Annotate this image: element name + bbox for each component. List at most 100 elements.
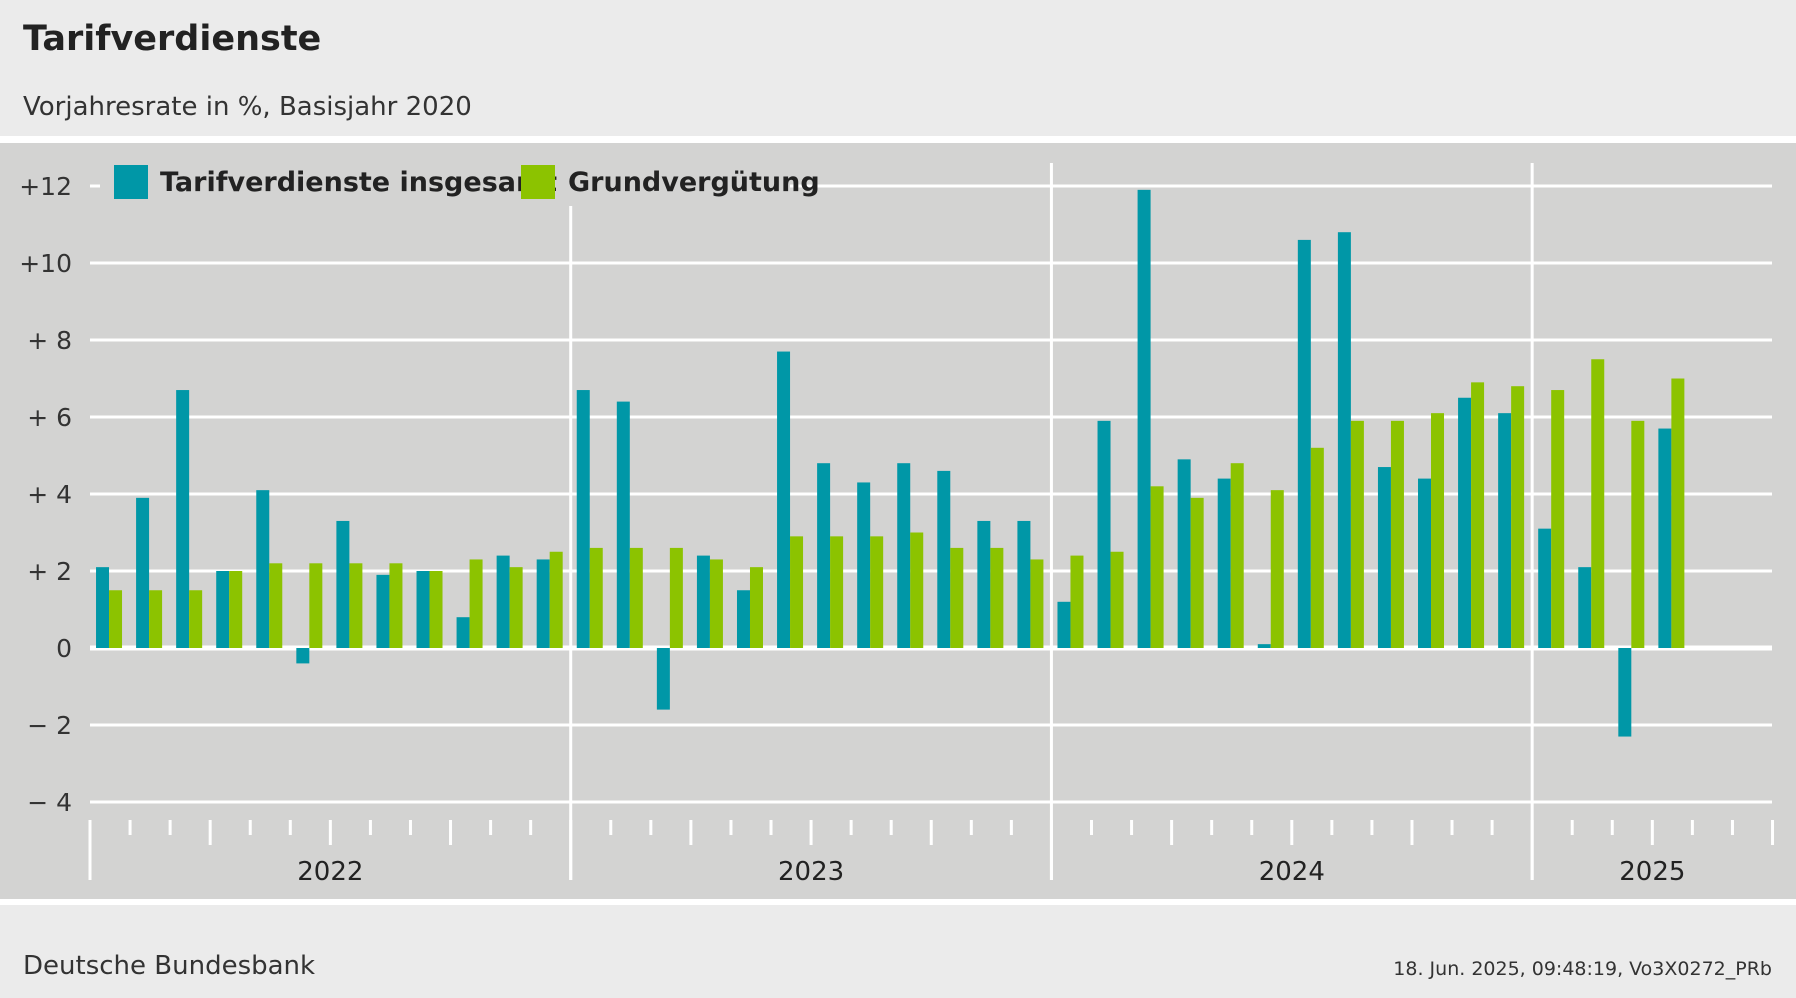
bar-grundverguetung xyxy=(509,567,523,648)
bar-tarifverdienste xyxy=(296,648,310,664)
bar-tarifverdienste xyxy=(256,490,270,648)
bar-tarifverdienste xyxy=(416,571,430,648)
bar-tarifverdienste xyxy=(1177,459,1191,648)
bar-grundverguetung xyxy=(749,567,763,648)
y-tick-label: + 8 xyxy=(27,326,72,355)
bar-tarifverdienste xyxy=(1017,520,1031,648)
legend-label: Tarifverdienste insgesamt xyxy=(160,167,557,198)
year-label: 2023 xyxy=(778,857,844,887)
bar-grundverguetung xyxy=(830,536,844,648)
bar-grundverguetung xyxy=(1190,497,1204,648)
legend-label: Grundvergütung xyxy=(568,167,820,198)
chart-title: Tarifverdienste xyxy=(23,19,321,59)
bar-grundverguetung xyxy=(1551,390,1565,648)
bar-tarifverdienste xyxy=(176,390,190,648)
bar-tarifverdienste xyxy=(1137,189,1151,648)
bar-tarifverdienste xyxy=(777,351,791,648)
bar-tarifverdienste xyxy=(1658,428,1672,648)
bar-tarifverdienste xyxy=(1377,467,1391,648)
bar-grundverguetung xyxy=(1230,463,1244,648)
separator-bottom xyxy=(0,899,1796,905)
bar-grundverguetung xyxy=(429,571,443,648)
bar-grundverguetung xyxy=(1511,386,1525,648)
bar-tarifverdienste xyxy=(1498,413,1512,648)
bar-grundverguetung xyxy=(229,571,243,648)
legend-background xyxy=(100,158,790,206)
year-label: 2022 xyxy=(297,857,363,887)
bar-grundverguetung xyxy=(1671,378,1685,648)
bar-grundverguetung xyxy=(589,547,603,648)
bar-grundverguetung xyxy=(709,559,723,648)
y-tick-label: + 4 xyxy=(27,480,72,509)
header-band xyxy=(0,0,1796,136)
bar-grundverguetung xyxy=(309,563,323,648)
bar-tarifverdienste xyxy=(616,401,630,648)
bar-grundverguetung xyxy=(990,547,1004,648)
bar-tarifverdienste xyxy=(1578,567,1592,648)
bar-tarifverdienste xyxy=(736,590,750,648)
bar-grundverguetung xyxy=(549,551,563,648)
y-tick-label: +12 xyxy=(19,172,72,201)
bar-tarifverdienste xyxy=(536,559,550,648)
bar-tarifverdienste xyxy=(576,390,590,648)
bar-tarifverdienste xyxy=(1057,601,1071,648)
bar-grundverguetung xyxy=(1591,359,1605,648)
y-axis: +12 +10 + 8 + 6 + 4 + 2 0 − 2 − 4 xyxy=(19,172,72,817)
bar-grundverguetung xyxy=(629,547,643,648)
bar-tarifverdienste xyxy=(656,648,670,710)
legend-swatch xyxy=(114,165,148,199)
bar-grundverguetung xyxy=(1110,551,1124,648)
bar-tarifverdienste xyxy=(1217,478,1231,648)
bar-grundverguetung xyxy=(1631,420,1645,648)
bar-tarifverdienste xyxy=(1458,397,1472,648)
bar-grundverguetung xyxy=(1070,555,1084,648)
timestamp-label: 18. Jun. 2025, 09:48:19, Vo3X0272_PRb xyxy=(1393,958,1772,980)
bar-tarifverdienste xyxy=(1297,239,1311,648)
bar-tarifverdienste xyxy=(1337,232,1351,648)
x-axis: 2022 2023 2024 2025 xyxy=(88,820,1775,887)
bar-tarifverdienste xyxy=(1618,648,1632,737)
legend: Tarifverdienste insgesamt Grundvergütung xyxy=(100,158,820,206)
bar-grundverguetung xyxy=(269,563,283,648)
bar-grundverguetung xyxy=(669,547,683,648)
year-label: 2025 xyxy=(1619,857,1685,887)
bar-grundverguetung xyxy=(109,590,123,648)
source-label: Deutsche Bundesbank xyxy=(23,951,315,981)
y-tick-label: +10 xyxy=(19,249,72,278)
bar-tarifverdienste xyxy=(1418,478,1432,648)
bar-tarifverdienste xyxy=(1257,644,1271,648)
separator-top xyxy=(0,136,1796,143)
y-tick-label: − 4 xyxy=(27,788,72,817)
bar-grundverguetung xyxy=(790,536,804,648)
bar-grundverguetung xyxy=(1310,447,1324,648)
bar-grundverguetung xyxy=(349,563,363,648)
bar-grundverguetung xyxy=(1030,559,1044,648)
legend-swatch xyxy=(521,165,555,199)
bar-tarifverdienste xyxy=(1538,528,1552,648)
bar-tarifverdienste xyxy=(136,497,150,648)
bar-grundverguetung xyxy=(389,563,403,648)
bar-grundverguetung xyxy=(870,536,884,648)
bar-tarifverdienste xyxy=(1097,420,1111,648)
bar-tarifverdienste xyxy=(96,567,110,648)
bar-grundverguetung xyxy=(950,547,964,648)
bar-grundverguetung xyxy=(1431,413,1445,648)
y-tick-label: + 6 xyxy=(27,403,72,432)
bar-tarifverdienste xyxy=(817,463,831,648)
y-tick-label: − 2 xyxy=(27,711,72,740)
bar-tarifverdienste xyxy=(937,470,951,648)
bar-grundverguetung xyxy=(1390,420,1404,648)
bars xyxy=(96,189,1685,737)
bar-tarifverdienste xyxy=(696,555,710,648)
y-tick-label: 0 xyxy=(56,634,72,663)
bar-tarifverdienste xyxy=(456,617,470,648)
bar-grundverguetung xyxy=(1471,382,1485,648)
bar-grundverguetung xyxy=(910,532,924,648)
bar-grundverguetung xyxy=(1270,490,1284,648)
bar-tarifverdienste xyxy=(857,482,871,648)
bar-grundverguetung xyxy=(1150,486,1164,648)
bar-grundverguetung xyxy=(1350,420,1364,648)
bar-tarifverdienste xyxy=(977,520,991,648)
bar-grundverguetung xyxy=(189,590,203,648)
